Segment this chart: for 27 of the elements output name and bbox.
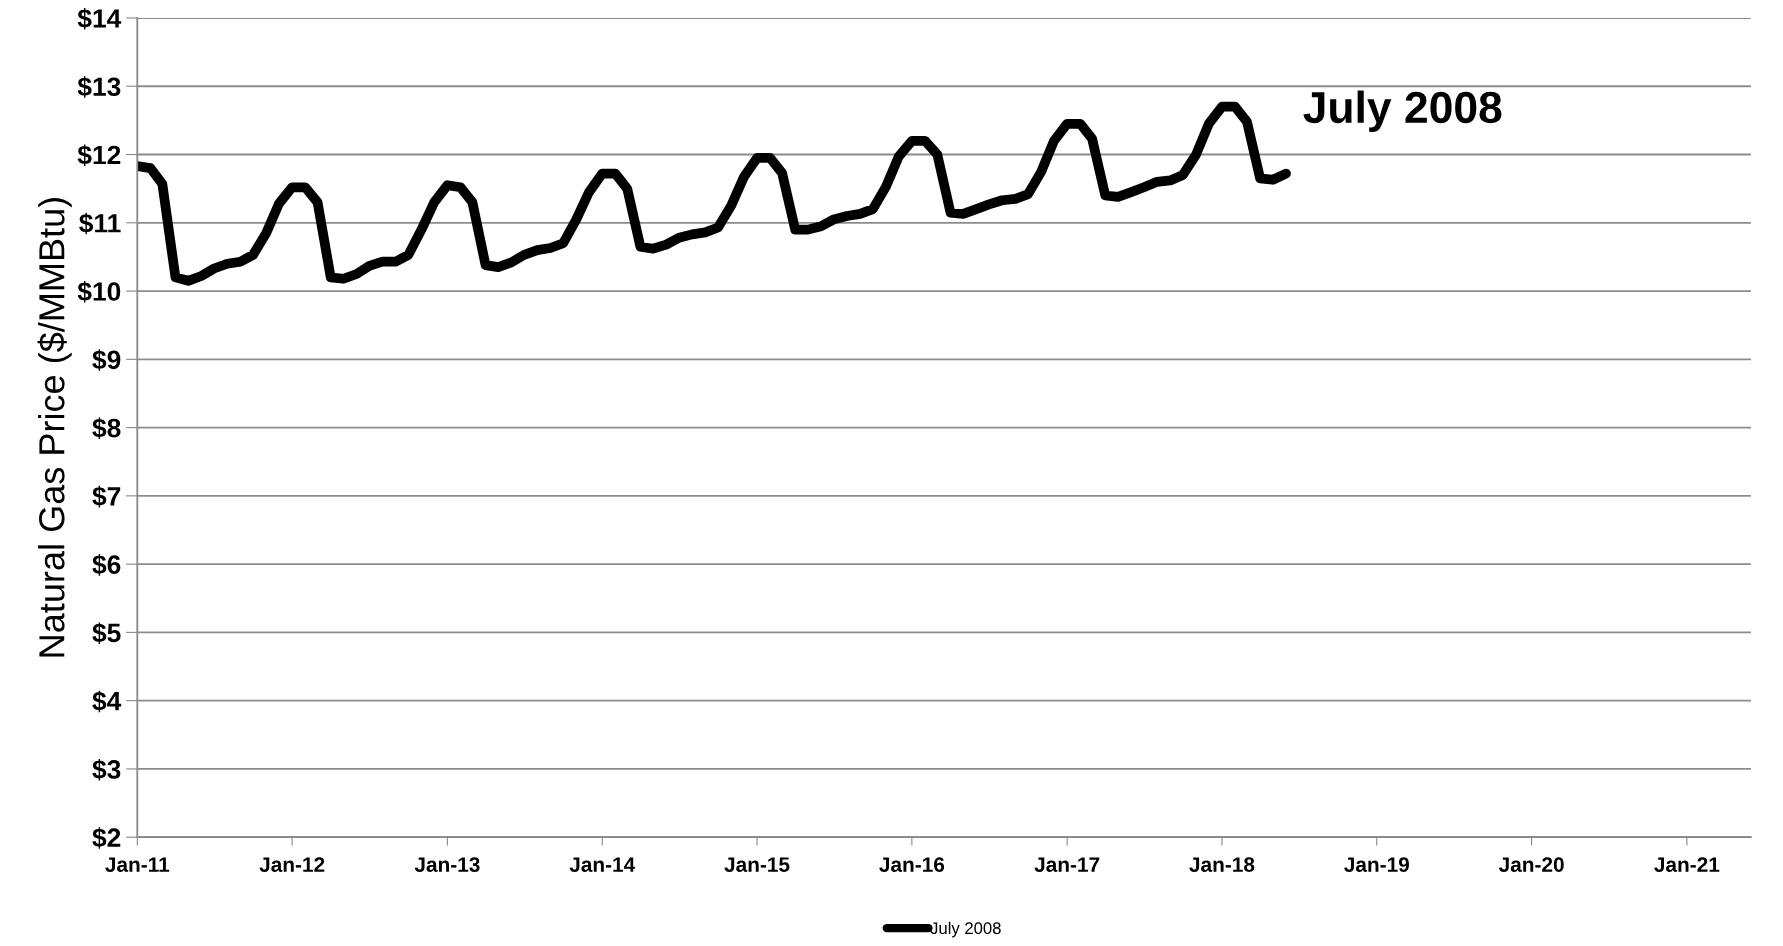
y-tick-label: $10 [77, 281, 121, 303]
legend-label: July 2008 [930, 921, 1001, 938]
y-tick-label: $4 [92, 690, 122, 713]
y-tick-label: $3 [92, 758, 121, 781]
y-tick-label: $11 [79, 212, 121, 235]
x-tick-label: Jan-17 [1034, 857, 1100, 872]
x-tick-label: Jan-15 [724, 857, 790, 872]
x-tick-label: Jan-18 [1189, 857, 1255, 872]
x-tick-label: Jan-14 [569, 857, 636, 872]
y-tick-label: $5 [92, 622, 121, 644]
x-tick-label: Jan-21 [1654, 857, 1720, 872]
text: July 2008 [1303, 90, 1502, 132]
x-tick-label: Jan-11 [105, 857, 170, 872]
y-tick-label: $7 [92, 485, 121, 508]
x-tick-label: Jan-13 [414, 857, 480, 872]
x-tick-label: Jan-20 [1498, 857, 1564, 872]
y-tick-label: $13 [77, 76, 121, 98]
y-tick-label: $14 [77, 7, 122, 30]
x-tick-label: Jan-12 [259, 857, 325, 872]
y-axis-title: Natural Gas Price ($/MMBtu) [37, 198, 72, 657]
y-tick-label: $6 [92, 554, 121, 576]
y-tick-label: $8 [92, 417, 121, 440]
x-tick-label: Jan-19 [1344, 857, 1410, 872]
y-tick-label: $9 [92, 349, 121, 371]
y-tick-label: $12 [77, 144, 121, 167]
x-tick-label: Jan-16 [879, 857, 945, 872]
y-tick-label: $2 [92, 827, 121, 849]
